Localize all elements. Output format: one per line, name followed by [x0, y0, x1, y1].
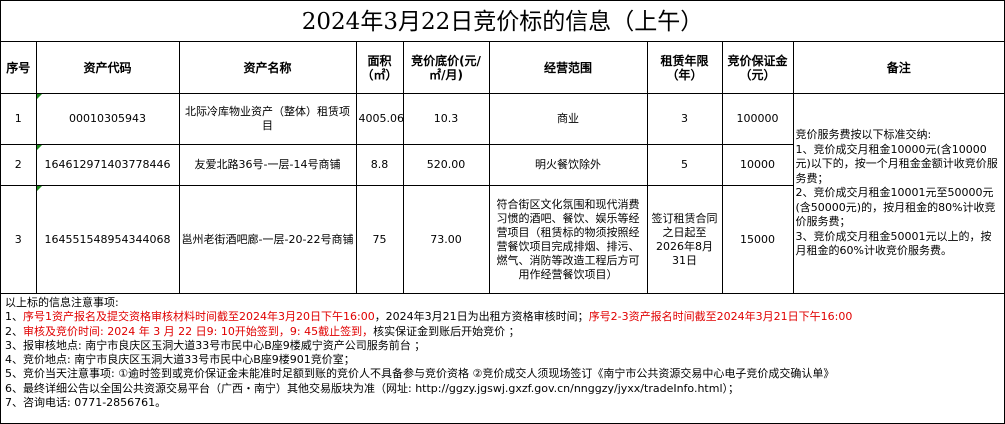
cell-deposit: 10000 [721, 144, 794, 186]
cell-scope: 商业 [488, 93, 648, 145]
note-red-text: 审核及竞价时间: 2024 年 3 月 22 日9: 10开始签到，9: 45截… [23, 324, 374, 338]
header-scope: 经营范围 [488, 42, 648, 94]
cell-no: 3 [1, 185, 37, 294]
cell-remark: 竞价服务费按以下标准交纳: 1、竞价成交月租金10000元(含10000元)以下… [792, 93, 1004, 294]
cell-code: 164551548954344068 [35, 185, 180, 294]
note-line-4: 4、竞价地点: 南宁市良庆区玉洞大道33号市民中心B座9楼901竞价室； [5, 353, 355, 367]
note-line-3: 3、报审核地点: 南宁市良庆区玉洞大道33号市民中心B座9楼威宁资产公司服务前台… [5, 338, 426, 352]
cell-area: 75 [355, 185, 404, 294]
cell-name: 北际冷库物业资产（整体）租赁项目 [178, 93, 357, 145]
cell-no: 2 [1, 144, 37, 186]
cell-price: 10.3 [402, 93, 490, 145]
header-remark: 备注 [792, 42, 1004, 94]
table-row: 3 164551548954344068 邕州老街酒吧廊-一层-20-22号商铺… [1, 185, 1004, 294]
cell-name: 邕州老街酒吧廊-一层-20-22号商铺 [178, 185, 357, 294]
table-row: 2 164612971403778446 友爱北路36号-一层-14号商铺 8.… [1, 144, 1004, 186]
header-deposit: 竞价保证金（元） [721, 42, 794, 94]
cell-area: 8.8 [355, 144, 404, 186]
cell-code: 164612971403778446 [35, 144, 180, 186]
notes-heading: 以上标的信息注意事项: [5, 296, 119, 309]
cell-deposit: 100000 [721, 93, 794, 145]
note-line-6: 6、最终详细公告以全国公共资源交易平台（广西・南宁）其他交易版块为准（网址: h… [5, 381, 740, 395]
page-title: 2024年3月22日竞价标的信息（上午） [1, 1, 1004, 42]
note-num: 1、 [5, 310, 23, 324]
cell-name: 友爱北路36号-一层-14号商铺 [178, 144, 357, 186]
comment-marker-icon [36, 145, 42, 150]
note-text: 核实保证金到账后开始竞价 ； [373, 324, 520, 338]
note-red-text: 序号2-3资产报名时间截至2024年3月21日下午16:00 [588, 310, 853, 324]
header-code: 资产代码 [35, 42, 180, 94]
header-no: 序号 [1, 42, 37, 94]
header-name: 资产名称 [178, 42, 357, 94]
cell-scope: 符合街区文化氛围和现代消费习惯的酒吧、餐饮、娱乐等经营项目（租赁标的物须按照经营… [488, 185, 648, 294]
code-text: 164551548954344068 [44, 232, 171, 246]
note-red-text: 序号1资产报名及提交资格审核材料时间截至2024年3月20日下午16:00 [23, 310, 375, 324]
comment-marker-icon [36, 94, 42, 99]
note-line-7: 7、咨询电话: 0771-2856761。 [5, 396, 167, 410]
cell-deposit: 15000 [721, 185, 794, 294]
remark-line: 竞价服务费按以下标准交纳: [795, 128, 932, 142]
comment-marker-icon [36, 186, 42, 191]
note-line-2: 2、审核及竞价时间: 2024 年 3 月 22 日9: 10开始签到，9: 4… [5, 325, 1000, 339]
table-row: 1 00010305943 北际冷库物业资产（整体）租赁项目 4005.06 1… [1, 93, 1004, 294]
cell-price: 520.00 [402, 144, 490, 186]
header-row: 序号 资产代码 资产名称 面积（㎡） 竞价底价(元/㎡/月) 经营范围 租赁年限… [1, 42, 1004, 94]
asset-table: 序号 资产代码 资产名称 面积（㎡） 竞价底价(元/㎡/月) 经营范围 租赁年限… [1, 42, 1004, 294]
cell-term: 3 [646, 93, 723, 145]
note-num: 2、 [5, 324, 23, 338]
code-text: 164612971403778446 [44, 158, 171, 171]
cell-price: 73.00 [402, 185, 490, 294]
cell-area: 4005.06 [355, 93, 404, 145]
remark-line: 1、竞价成交月租金10000元(含10000元)以下的，按一个月租金金额计收竞价… [795, 142, 998, 185]
notes-section: 以上标的信息注意事项: 1、序号1资产报名及提交资格审核材料时间截至2024年3… [1, 294, 1004, 412]
header-price: 竞价底价(元/㎡/月) [402, 42, 490, 94]
cell-scope: 明火餐饮除外 [488, 144, 648, 186]
remark-line: 3、竞价成交月租金50001元以上的，按月租金的60%计收竞价服务费。 [795, 229, 992, 258]
code-text: 00010305943 [69, 112, 146, 125]
cell-no: 1 [1, 93, 37, 145]
note-line-1: 1、序号1资产报名及提交资格审核材料时间截至2024年3月20日下午16:00，… [5, 310, 1000, 324]
cell-term: 签订租赁合同之日起至2026年8月31日 [646, 185, 723, 294]
note-line-5: 5、竞价当天注意事项: ①逾时签到或竞价保证金未能准时足额到账的竞价人不具备参与… [5, 367, 835, 381]
header-term: 租赁年限（年） [646, 42, 723, 94]
remark-line: 2、竞价成交月租金10001元至50000元(含50000元)的，按月租金的80… [795, 186, 996, 229]
note-text: ，2024年3月21日为出租方资格审核时间； [374, 310, 589, 324]
cell-term: 5 [646, 144, 723, 186]
cell-code: 00010305943 [35, 93, 180, 145]
header-area: 面积（㎡） [355, 42, 404, 94]
